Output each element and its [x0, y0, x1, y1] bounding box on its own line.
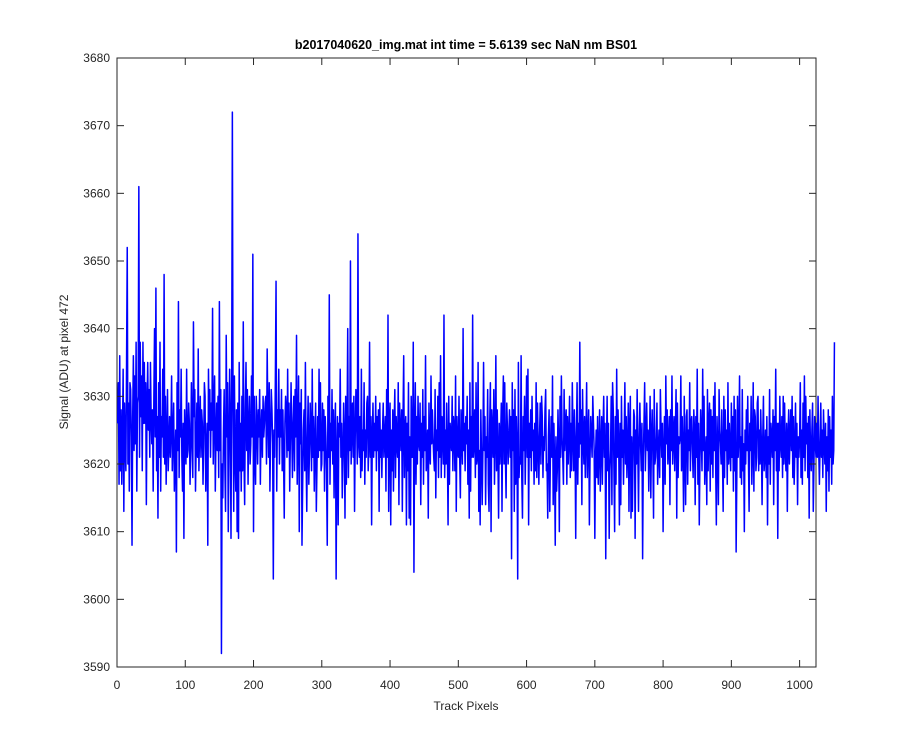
x-axis-ticks: 0 100 200 300 400 500 600 700 800 900 1000: [114, 58, 813, 692]
y-tick-label-3620: 3620: [83, 457, 110, 471]
y-tick-label-3600: 3600: [83, 592, 110, 606]
x-tick-label-800: 800: [653, 678, 673, 692]
y-tick-label-3650: 3650: [83, 254, 110, 268]
plot-area: 0 100 200 300 400 500 600 700 800 900 1000 3590 360…: [83, 51, 836, 692]
y-axis-ticks: 3590 3600 3610 3620 3630 3640 3650 3660 3670 3680: [83, 51, 816, 674]
x-tick-label-1000: 1000: [786, 678, 813, 692]
x-tick-label-400: 400: [380, 678, 400, 692]
series-layer: [116, 111, 836, 655]
y-tick-label-3590: 3590: [83, 660, 110, 674]
series-line-0: [116, 111, 836, 655]
y-tick-label-3610: 3610: [83, 525, 110, 539]
x-tick-label-600: 600: [517, 678, 537, 692]
x-tick-label-500: 500: [448, 678, 468, 692]
y-tick-label-3660: 3660: [83, 186, 110, 200]
y-tick-label-3680: 3680: [83, 51, 110, 65]
x-tick-label-700: 700: [585, 678, 605, 692]
x-tick-label-100: 100: [175, 678, 195, 692]
x-tick-label-900: 900: [721, 678, 741, 692]
y-tick-label-3670: 3670: [83, 119, 110, 133]
x-tick-label-0: 0: [114, 678, 121, 692]
x-tick-label-200: 200: [244, 678, 264, 692]
x-tick-label-300: 300: [312, 678, 332, 692]
y-tick-label-3630: 3630: [83, 389, 110, 403]
y-axis-label: Signal (ADU) at pixel 472: [57, 294, 71, 429]
chart-title: b2017040620_img.mat int time = 5.6139 se…: [295, 38, 637, 52]
x-axis-label: Track Pixels: [434, 699, 499, 713]
y-tick-label-3640: 3640: [83, 322, 110, 336]
